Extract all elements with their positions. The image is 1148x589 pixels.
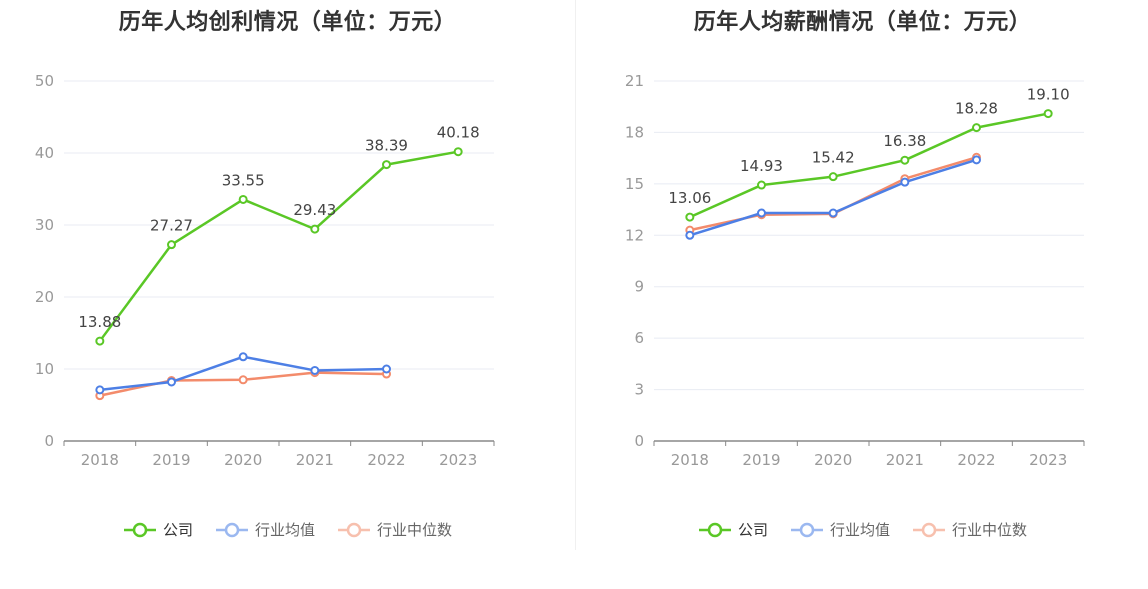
data-point-avg[interactable] [310,365,320,375]
x-tick-label: 2022 [957,451,995,469]
salary-per-capita-chart: 0 3 6 9 12 15 18 21 2018 2019 2020 2021 2022 2023 13.0… [625,72,1085,469]
legend-item-industry-median[interactable]: 行业中位数 [337,519,452,540]
data-label: 18.28 [955,100,998,118]
legend-industry-median-icon [913,522,945,537]
legend-industry-average-icon [215,522,248,537]
data-label: 15.42 [812,149,855,167]
legend-company-icon [123,522,156,537]
data-label: 19.10 [1027,86,1070,104]
data-point-company[interactable] [167,240,176,250]
data-label: 27.27 [150,217,193,235]
data-label: 14.93 [740,157,783,175]
data-label: 13.06 [668,189,711,207]
x-tick-label: 2023 [439,451,477,469]
legend-item-industry-median[interactable]: 行业中位数 [912,519,1027,540]
data-point-company[interactable] [828,172,838,182]
legend-industry-median-icon [338,522,370,537]
y-tick-label: 12 [625,226,644,244]
data-point-company[interactable] [95,336,105,346]
legend-label: 公司 [162,521,193,539]
x-tick-label: 2020 [224,451,262,469]
series-line-median [689,156,977,232]
legend-industry-average-icon [790,522,823,537]
chart-title: 历年人均创利情况（单位：万元） [118,10,457,35]
y-tick-label: 9 [634,278,644,296]
legend-label: 行业中位数 [377,521,453,539]
x-tick-label: 2020 [814,451,852,469]
legend-company-icon [698,522,731,537]
x-tick-label: 2018 [81,451,119,469]
data-label: 16.38 [883,132,926,150]
data-point-avg[interactable] [900,177,910,187]
chart-title: 历年人均薪酬情况（单位：万元） [693,10,1032,35]
data-point-avg[interactable] [828,208,838,218]
data-label: 33.55 [222,171,265,189]
series-line-company [98,150,459,342]
data-label: 29.43 [293,201,336,219]
profit-per-capita-chart-panel: 历年人均创利情况（单位：万元） 0 10 20 30 40 50 2018 2019 2020 2… [0,10,575,540]
y-tick-label: 6 [634,329,644,347]
legend-label: 行业中位数 [952,521,1028,539]
legend-label: 公司 [737,521,768,539]
data-point-avg[interactable] [757,208,766,218]
data-point-avg[interactable] [167,377,176,387]
y-tick-label: 50 [35,72,54,90]
legend-label: 行业均值 [829,521,890,539]
y-tick-label: 10 [35,360,54,378]
legend-item-industry-average[interactable]: 行业均值 [790,519,890,540]
x-tick-label: 2023 [1029,451,1067,469]
chart-legend: 公司 行业均值 行业中位数 [577,519,1148,540]
data-point-company[interactable] [757,180,766,190]
panel-divider [575,0,576,550]
y-tick-label: 40 [35,144,54,162]
profit-per-capita-chart: 0 10 20 30 40 50 2018 2019 2020 2021 2022 2023 13.88… [35,72,495,469]
x-tick-label: 2019 [742,451,780,469]
chart-legend: 公司 行业均值 行业中位数 [0,519,575,540]
data-point-avg[interactable] [382,364,391,374]
y-tick-label: 20 [35,288,54,306]
x-tick-label: 2019 [152,451,190,469]
y-tick-label: 0 [634,432,644,450]
series-line-company [689,112,1049,219]
data-point-company[interactable] [1043,109,1053,119]
data-point-median[interactable] [238,375,248,385]
data-point-company[interactable] [453,147,463,157]
data-point-company[interactable] [382,160,391,170]
data-point-company[interactable] [238,194,248,204]
data-label: 13.88 [78,313,121,331]
data-point-company[interactable] [972,123,981,133]
data-point-avg[interactable] [685,230,695,240]
data-label: 38.39 [365,137,408,155]
salary-per-capita-chart-panel: 历年人均薪酬情况（单位：万元） 0 3 6 9 12 15 18 21 2018 2019 2020… [577,0,1148,589]
y-tick-label: 18 [625,123,644,141]
y-tick-label: 30 [35,216,54,234]
x-tick-label: 2018 [671,451,709,469]
data-point-avg[interactable] [972,155,981,165]
legend-item-company[interactable]: 公司 [698,519,768,540]
y-tick-label: 0 [44,432,54,450]
data-point-avg[interactable] [238,352,248,362]
legend-item-industry-average[interactable]: 行业均值 [215,519,315,540]
x-tick-label: 2021 [296,451,334,469]
data-point-company[interactable] [900,155,910,165]
data-point-avg[interactable] [95,385,105,395]
data-point-company[interactable] [310,224,320,234]
y-tick-label: 3 [634,381,644,399]
legend-label: 行业均值 [254,521,315,539]
legend-item-company[interactable]: 公司 [123,519,193,540]
data-label: 40.18 [437,124,480,142]
data-point-company[interactable] [685,212,695,222]
y-tick-label: 21 [625,72,644,90]
y-tick-label: 15 [625,175,644,193]
x-tick-label: 2022 [367,451,405,469]
x-tick-label: 2021 [886,451,924,469]
